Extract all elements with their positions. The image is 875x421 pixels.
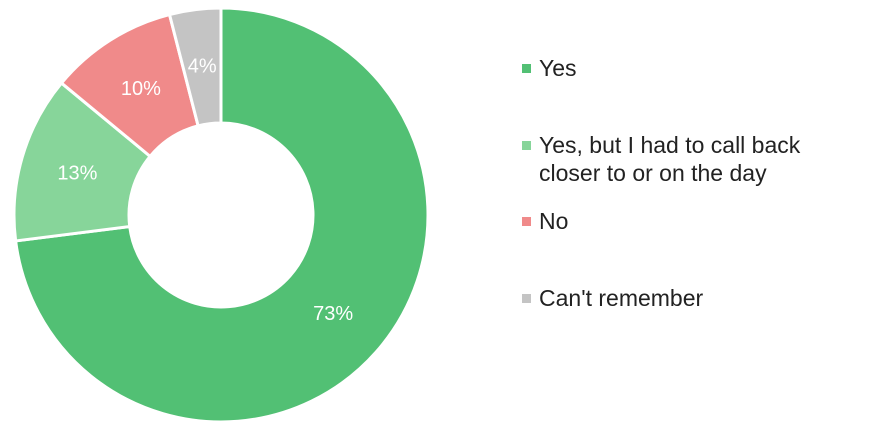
legend-swatch-yes-call-back [522, 141, 531, 150]
legend-label-yes: Yes [539, 55, 577, 81]
legend-item-cant-remember: Can't remember [522, 284, 703, 312]
legend-swatch-no [522, 217, 531, 226]
slice-can-t-remember [168, 6, 223, 128]
legend: Yes Yes, but I had to call back closer t… [522, 0, 872, 421]
legend-label-yes-call-back: Yes, but I had to call back closer to or… [539, 132, 801, 186]
legend-label-no: No [539, 208, 569, 234]
legend-swatch-yes [522, 64, 531, 73]
data-label-no: 10% [121, 78, 161, 100]
data-label-yes-but-i-had-to-call-back-closer-to-or-on-the-day: 13% [57, 162, 97, 184]
legend-item-yes-call-back: Yes, but I had to call back closer to or… [522, 131, 800, 187]
data-label-yes: 73% [313, 303, 353, 325]
legend-label-cant-remember: Can't remember [539, 285, 704, 311]
slice-yes [14, 6, 430, 421]
donut-data-labels: 73% 13% 10% 4% [57, 56, 353, 325]
donut-slices [12, 6, 430, 421]
slice-yes-but-i-had-to-call-back-closer-to-or-on-the-day [12, 81, 152, 243]
data-label-can-t-remember: 4% [188, 56, 217, 78]
legend-swatch-cant-remember [522, 294, 531, 303]
legend-item-no: No [522, 207, 568, 235]
legend-item-yes: Yes [522, 54, 577, 82]
